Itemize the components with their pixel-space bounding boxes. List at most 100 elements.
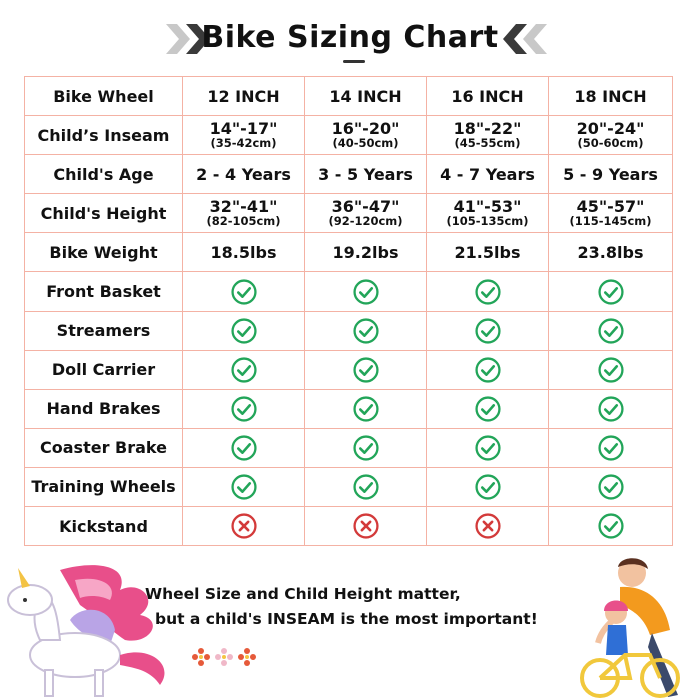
table-cell — [182, 349, 305, 390]
table-cell — [548, 506, 673, 547]
double-chevron-right-icon — [166, 24, 210, 54]
check-circle-icon — [352, 318, 379, 344]
table-row: Child’s Inseam 14"-17" (35-42cm) 16"-20" (40… — [24, 115, 673, 156]
table-cell — [182, 506, 305, 547]
table-cell — [426, 506, 549, 547]
check-circle-icon — [474, 278, 501, 305]
cell-main: 36"-47" — [331, 197, 400, 217]
check-circle-icon — [597, 357, 624, 383]
check-circle-icon — [230, 278, 257, 305]
table-cell: 41"-53" (105-135cm) — [426, 193, 549, 234]
table-row: Front Basket — [24, 271, 673, 312]
footer-line-2: but a child's INSEAM is the most importa… — [155, 610, 538, 628]
check-circle-icon — [352, 435, 379, 461]
table-row: Bike Weight 18.5lbs 19.2lbs 21.5lbs 23.8lbs — [24, 232, 673, 273]
table-cell: 36"-47" (92-120cm) — [304, 193, 427, 234]
table-row: Training Wheels — [24, 466, 673, 508]
cell-main: 18"-22" — [453, 119, 522, 139]
check-circle-icon — [597, 278, 624, 305]
check-circle-icon — [230, 318, 257, 344]
table-cell — [182, 427, 305, 468]
table-cell: 3 - 5 Years — [304, 154, 427, 195]
cell-sub: (115-145cm) — [569, 214, 652, 229]
cell-sub: (40-50cm) — [332, 136, 399, 151]
table-cell — [182, 271, 305, 312]
cell-sub: (105-135cm) — [446, 214, 529, 229]
table-row: Hand Brakes — [24, 388, 673, 429]
table-cell — [182, 310, 305, 351]
table-cell: 2 - 4 Years — [182, 154, 305, 195]
table-cell — [304, 349, 427, 390]
cell-main: 16"-20" — [331, 119, 400, 139]
table-cell — [182, 466, 305, 508]
row-label: Doll Carrier — [24, 349, 183, 390]
check-circle-icon — [474, 474, 501, 500]
table-cell: 32"-41" (82-105cm) — [182, 193, 305, 234]
table-cell: 45"-57" (115-145cm) — [548, 193, 673, 234]
double-chevron-left-icon — [503, 24, 547, 54]
cell-main: 14"-17" — [209, 119, 278, 139]
table-cell — [426, 310, 549, 351]
table-row: Child's Age 2 - 4 Years 3 - 5 Years 4 - 7 Y… — [24, 154, 673, 195]
table-cell — [548, 310, 673, 351]
cross-circle-icon — [230, 513, 257, 539]
cell-sub: (82-105cm) — [206, 214, 281, 229]
table-cell: 18"-22" (45-55cm) — [426, 115, 549, 156]
check-circle-icon — [474, 318, 501, 344]
check-circle-icon — [352, 396, 379, 422]
column-header: 14 INCH — [304, 75, 427, 117]
table-cell: 23.8lbs — [548, 232, 673, 273]
table-cell: 4 - 7 Years — [426, 154, 549, 195]
table-row: Streamers — [24, 310, 673, 351]
check-circle-icon — [230, 357, 257, 383]
cell-main: 32"-41" — [209, 197, 278, 217]
table-cell — [304, 388, 427, 429]
table-cell — [548, 388, 673, 429]
column-header: Bike Wheel — [24, 75, 183, 117]
check-circle-icon — [597, 474, 624, 500]
table-cell — [304, 427, 427, 468]
table-cell — [182, 388, 305, 429]
column-header: 16 INCH — [426, 75, 549, 117]
table-cell: 5 - 9 Years — [548, 154, 673, 195]
header-row: Bike Wheel 12 INCH 14 INCH 16 INCH 18 INCH — [24, 75, 673, 117]
table-cell — [426, 349, 549, 390]
cell-sub: (35-42cm) — [210, 136, 277, 151]
table-cell — [426, 271, 549, 312]
row-label: Bike Weight — [24, 232, 183, 273]
cell-main: 41"-53" — [453, 197, 522, 217]
row-label: Front Basket — [24, 271, 183, 312]
table-cell — [304, 506, 427, 547]
table-cell: 20"-24" (50-60cm) — [548, 115, 673, 156]
table-cell: 19.2lbs — [304, 232, 427, 273]
cell-sub: (92-120cm) — [328, 214, 403, 229]
table-cell — [548, 427, 673, 468]
row-label: Kickstand — [24, 506, 183, 547]
column-header: 18 INCH — [548, 75, 673, 117]
table-cell: 16"-20" (40-50cm) — [304, 115, 427, 156]
cell-sub: (45-55cm) — [454, 136, 521, 151]
table-row: Doll Carrier — [24, 349, 673, 390]
row-label: Child's Height — [24, 193, 183, 234]
row-label: Hand Brakes — [24, 388, 183, 429]
table-cell — [426, 427, 549, 468]
check-circle-icon — [230, 474, 257, 500]
table-cell — [548, 271, 673, 312]
row-label: Streamers — [24, 310, 183, 351]
table-cell: 18.5lbs — [182, 232, 305, 273]
table-row: Child's Height 32"-41" (82-105cm) 36"-47" (9… — [24, 193, 673, 234]
row-label: Coaster Brake — [24, 427, 183, 468]
table-cell: 14"-17" (35-42cm) — [182, 115, 305, 156]
table-row: Kickstand — [24, 506, 673, 547]
table-cell — [426, 466, 549, 508]
check-circle-icon — [352, 357, 379, 383]
check-circle-icon — [597, 435, 624, 461]
footer-line-1: Wheel Size and Child Height matter, — [145, 585, 461, 603]
table-cell — [304, 310, 427, 351]
check-circle-icon — [597, 396, 624, 422]
check-circle-icon — [597, 318, 624, 344]
check-circle-icon — [597, 513, 624, 539]
title-underline — [343, 60, 365, 63]
cross-circle-icon — [474, 513, 501, 539]
unicorn-illustration — [7, 565, 165, 697]
